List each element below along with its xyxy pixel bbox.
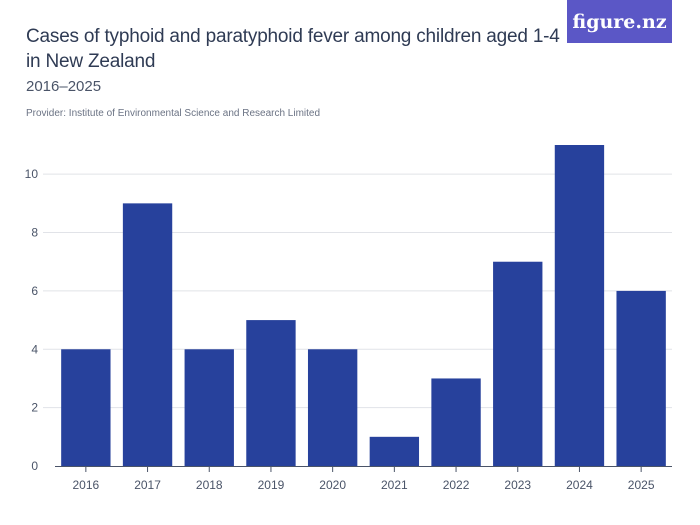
bar-2017[interactable] [122,203,173,466]
y-tick-label: 4 [31,342,38,356]
x-tick-label: 2022 [443,478,470,492]
x-tick-label: 2025 [628,478,655,492]
bar-2021[interactable] [369,436,420,466]
x-tick-label: 2016 [72,478,99,492]
x-tick-label: 2020 [319,478,346,492]
bar-2022[interactable] [431,378,481,466]
bar-2016[interactable] [61,349,111,466]
x-tick-label: 2024 [566,478,593,492]
y-tick-label: 8 [31,226,38,240]
bar-2018[interactable] [184,349,234,466]
bar-2024[interactable] [554,145,605,466]
y-tick-label: 6 [31,284,38,298]
bar-2025[interactable] [616,290,666,466]
data-provider: Provider: Institute of Environmental Sci… [26,108,321,119]
bars [61,145,666,466]
bar-2020[interactable] [307,349,358,466]
logo-text: figure.nz [572,10,667,33]
x-tick-label: 2021 [381,478,408,492]
y-tick-label: 10 [25,167,39,181]
x-axis-labels: 2016 2017 2018 2019 2020 2021 2022 2023 2024 2025 [72,478,654,492]
bar-2019[interactable] [246,320,296,466]
y-axis-labels: 0 2 4 6 8 10 [25,167,39,473]
chart-subtitle: 2016–2025 [26,78,102,95]
x-tick-label: 2023 [504,478,531,492]
y-tick-label: 2 [31,401,38,415]
y-tick-label: 0 [31,459,38,473]
x-tick-label: 2019 [258,478,285,492]
chart-title: Cases of typhoid and paratyphoid fever a… [26,26,560,72]
figure-nz-logo[interactable]: figure.nz [567,0,672,43]
x-tick-label: 2017 [134,478,161,492]
x-tick-label: 2018 [196,478,223,492]
x-axis [55,466,672,472]
bar-2023[interactable] [493,261,543,466]
